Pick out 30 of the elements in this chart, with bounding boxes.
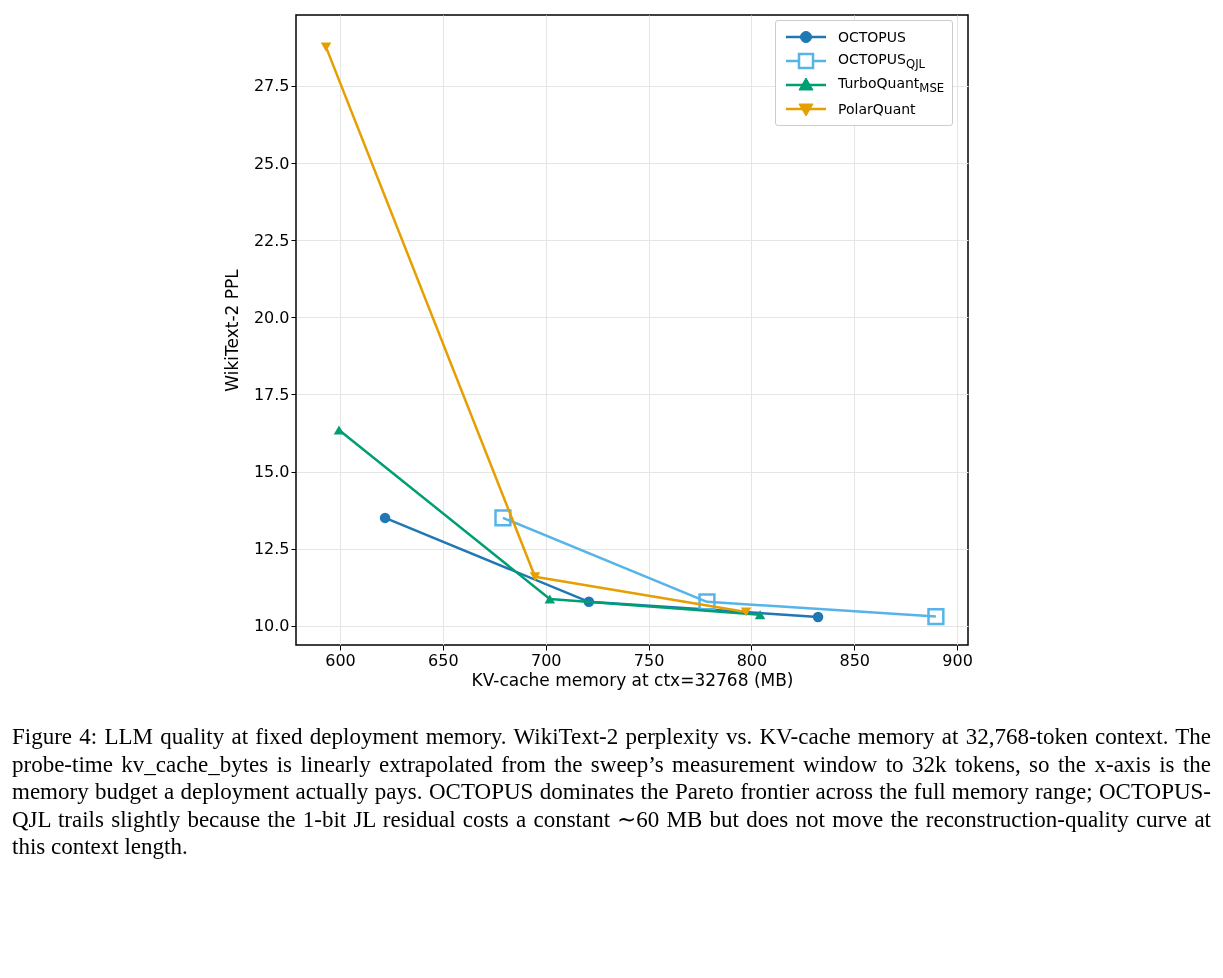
y-tick-label: 20.0 bbox=[253, 307, 290, 327]
y-tick-label: 25.0 bbox=[253, 153, 290, 173]
point bbox=[544, 594, 556, 604]
point bbox=[740, 607, 752, 617]
point bbox=[379, 512, 391, 524]
point bbox=[529, 572, 541, 582]
y-tick-label: 22.5 bbox=[253, 230, 290, 250]
legend-label: TurboQuant$_{MSE}$ bbox=[838, 75, 945, 95]
x-axis-title: KV-cache memory at ctx=32768 (MB) bbox=[471, 669, 794, 690]
legend-label: OCTOPUS bbox=[838, 29, 906, 45]
y-tick-label: 27.5 bbox=[253, 76, 290, 96]
y-tick-label: 10.0 bbox=[253, 616, 290, 636]
point bbox=[812, 611, 824, 623]
x-tick-label: 700 bbox=[530, 650, 562, 670]
y-tick-label: 12.5 bbox=[253, 539, 290, 559]
x-tick-label: 750 bbox=[633, 650, 665, 670]
point bbox=[754, 610, 766, 620]
x-tick-label: 600 bbox=[325, 650, 356, 670]
x-tick-label: 800 bbox=[736, 650, 768, 670]
y-tick-label: 17.5 bbox=[253, 384, 290, 404]
y-tick-label: 15.0 bbox=[253, 462, 290, 482]
legend-label: OCTOPUS$_{QJL}$ bbox=[838, 51, 926, 71]
legend-label: PolarQuant bbox=[838, 101, 916, 117]
x-tick-label: 900 bbox=[942, 650, 973, 670]
x-tick-label: 650 bbox=[428, 650, 459, 670]
point bbox=[927, 607, 945, 626]
y-axis-title: WikiText-2 PPL bbox=[221, 268, 242, 392]
point bbox=[320, 42, 332, 52]
x-tick-label: 850 bbox=[839, 650, 871, 670]
caption: Figure 4: LLM quality at fixed deployment memory. WikiText-2 perplexity vs. KV-cache memory at 32,768-token context. The probe-time kv_cache_bytes is linearly extrapolated from the sweep’s measurement window to 32k tokens, so the x-axis is the memory budget a deployment actually pays. OCTOPUS dominates the Pareto frontier across the full memory range; OCTOPUS-QJL trails slightly because the 1-bit JL residual costs a constant ∼60 MB but does not move the reconstruction-quality curve at this context length. bbox=[12, 723, 1211, 861]
